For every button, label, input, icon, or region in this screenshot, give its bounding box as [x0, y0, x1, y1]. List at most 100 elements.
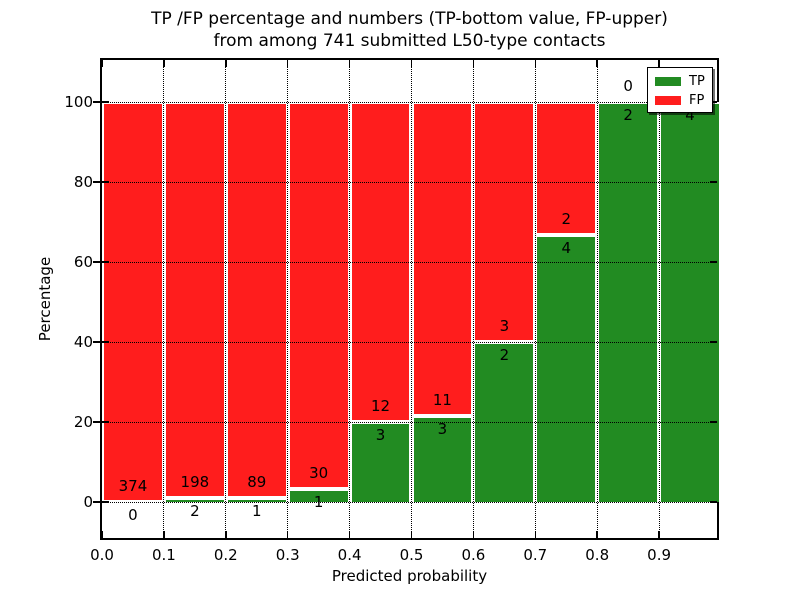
legend-swatch-tp-icon: [655, 77, 681, 86]
x-tick-bottom: [286, 531, 289, 538]
fp-count-label: 3: [499, 317, 510, 335]
x-tick-bottom: [534, 531, 537, 538]
x-tick-top: [472, 60, 475, 67]
x-tick-bottom: [348, 531, 351, 538]
fp-count-label: 198: [180, 473, 210, 491]
x-tick-label: 0.0: [90, 546, 114, 564]
y-tick-right: [710, 261, 717, 263]
fp-count-label: 11: [432, 391, 452, 410]
gridline-horizontal: [102, 341, 717, 343]
gridline-horizontal: [102, 101, 717, 103]
tp-count-label: 1: [251, 501, 262, 520]
y-tick-label: 60: [73, 253, 93, 271]
x-tick-bottom: [225, 531, 227, 538]
gridline-vertical: [163, 60, 165, 538]
legend-row-tp: TP: [655, 73, 705, 90]
y-tick-left: [102, 341, 109, 343]
y-tick-right: [710, 101, 717, 103]
x-tick-bottom: [101, 531, 103, 538]
y-tick-left-out: [93, 421, 100, 423]
x-tick-bottom: [596, 531, 598, 538]
y-tick-left: [102, 501, 109, 503]
chart-title-line1: TP /FP percentage and numbers (TP-bottom…: [151, 9, 668, 29]
y-tick-left-out: [93, 341, 100, 343]
y-tick-left-out: [93, 101, 100, 103]
tp-count-label: 4: [561, 239, 572, 258]
tp-count-label: 2: [499, 346, 510, 364]
bar-segment-fp: [535, 102, 598, 236]
y-tick-left: [102, 261, 109, 263]
legend-row-fp: FP: [655, 92, 705, 109]
y-tick-left: [102, 421, 109, 423]
legend-swatch-fp-icon: [655, 96, 681, 105]
y-tick-label: 80: [73, 173, 93, 191]
x-tick-label: 0.1: [151, 546, 176, 564]
fp-count-label: 30: [309, 464, 329, 483]
x-tick-label: 0.7: [523, 546, 548, 564]
bar-segment-fp: [102, 102, 164, 502]
tp-count-label: 0: [128, 506, 138, 524]
bar-segment-fp: [287, 102, 350, 490]
gridline-vertical: [658, 60, 660, 538]
bar-segment-tp: [225, 497, 288, 502]
x-tick-top: [410, 60, 413, 67]
bar-segment-fp: [473, 102, 536, 342]
x-tick-top: [658, 60, 660, 67]
y-tick-left-out: [93, 261, 100, 263]
y-tick-right: [710, 501, 717, 503]
x-tick-top: [348, 60, 351, 67]
x-tick-bottom: [410, 531, 413, 538]
gridline-vertical: [596, 60, 598, 538]
y-tick-label: 20: [73, 413, 93, 431]
fp-count-label: 374: [118, 477, 148, 495]
bar-segment-tp: [287, 489, 350, 502]
gridline-horizontal: [102, 261, 717, 263]
gridline-horizontal: [102, 181, 717, 183]
y-tick-label: 40: [73, 333, 93, 351]
x-tick-top: [101, 60, 103, 67]
tp-count-label: 1: [313, 493, 324, 512]
x-tick-top: [596, 60, 598, 67]
fp-count-label: 2: [561, 210, 572, 229]
tp-count-label: 2: [190, 502, 200, 520]
x-tick-bottom: [163, 531, 165, 538]
tp-count-label: 3: [437, 420, 448, 439]
x-tick-top: [286, 60, 289, 67]
bar-segment-fp: [225, 102, 288, 498]
fp-count-label: 0: [623, 77, 633, 95]
legend-label-tp: TP: [689, 74, 705, 89]
x-tick-label: 0.8: [585, 546, 610, 564]
legend: TP FP: [647, 67, 713, 113]
x-tick-label: 0.5: [399, 546, 424, 564]
bar-segment-tp: [659, 102, 721, 502]
plot-area: 3740198289130112311332240204: [93, 58, 721, 540]
y-tick-label: 100: [64, 93, 93, 111]
bar-segment-fp: [411, 102, 474, 417]
fp-count-label: 89: [247, 472, 267, 491]
y-tick-left-out: [93, 501, 100, 503]
gridline-horizontal: [102, 421, 717, 423]
y-tick-label: 0: [83, 493, 93, 511]
bar-segment-tp: [349, 422, 412, 502]
y-tick-right: [710, 421, 717, 423]
bar-segment-tp: [597, 102, 660, 502]
tp-count-label: 2: [623, 106, 633, 124]
y-tick-left: [102, 101, 109, 103]
y-tick-right: [710, 341, 717, 343]
x-axis-label: Predicted probability: [331, 567, 488, 585]
x-tick-label: 0.9: [647, 546, 672, 564]
gridline-vertical: [225, 60, 227, 538]
x-tick-bottom: [472, 531, 475, 538]
tp-count-label: 4: [685, 106, 695, 124]
chart-title: TP /FP percentage and numbers (TP-bottom…: [100, 8, 719, 52]
bar-segment-tp: [411, 416, 474, 502]
gridline-vertical: [472, 60, 474, 538]
x-tick-label: 0.2: [213, 546, 238, 564]
bar-segment-tp: [163, 498, 226, 502]
fp-count-label: 12: [371, 397, 391, 415]
x-tick-label: 0.4: [337, 546, 362, 564]
x-tick-bottom: [658, 531, 660, 538]
x-tick-top: [534, 60, 537, 67]
x-tick-label: 0.6: [461, 546, 486, 564]
